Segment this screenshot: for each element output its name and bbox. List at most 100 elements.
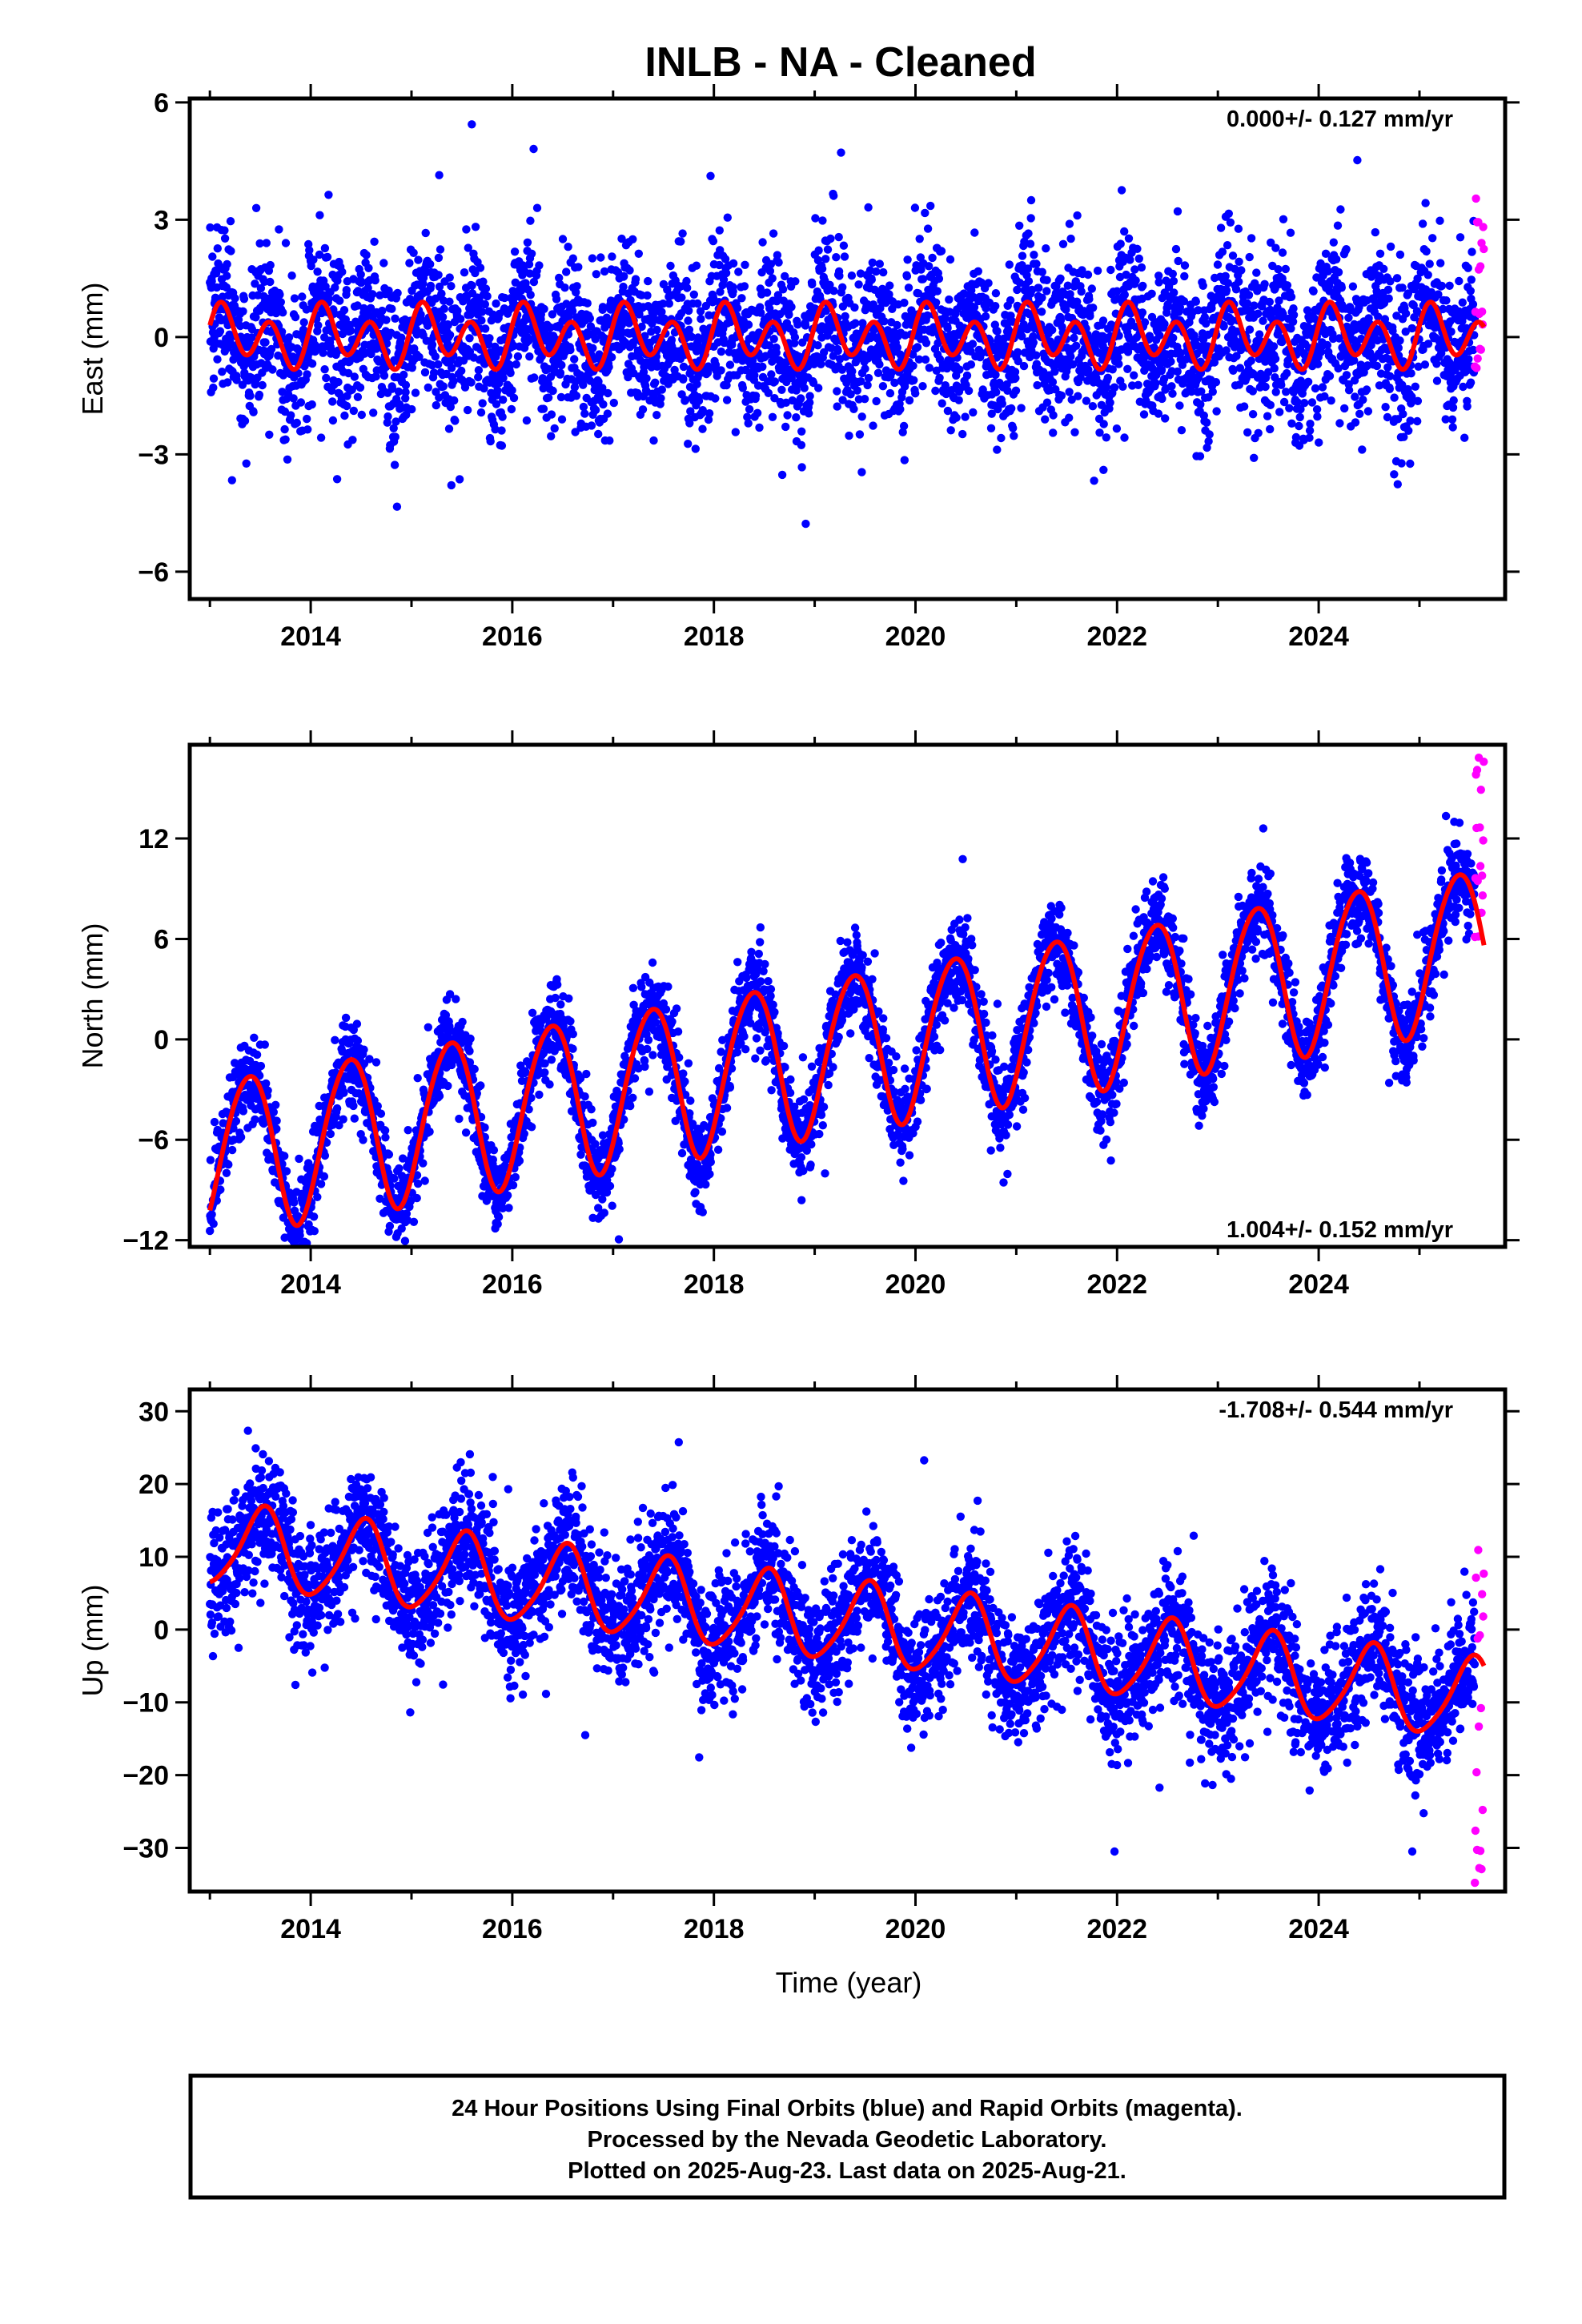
final-orbit-point [1050, 367, 1059, 376]
final-orbit-point [522, 416, 532, 425]
final-orbit-point [1278, 248, 1287, 257]
final-orbit-point [290, 294, 299, 303]
final-orbit-point [1116, 239, 1125, 248]
final-orbit-point [717, 366, 725, 375]
final-orbit-point [869, 421, 877, 430]
final-orbit-point [1455, 276, 1464, 286]
final-orbit-point [926, 201, 935, 211]
final-orbit-point [728, 340, 737, 349]
final-orbit-point [704, 362, 713, 371]
final-orbit-point [823, 245, 833, 254]
final-orbit-point [1318, 383, 1327, 392]
final-orbit-point [287, 271, 296, 280]
final-orbit-point [447, 364, 456, 372]
final-orbit-point [854, 280, 863, 289]
final-orbit-point [261, 338, 270, 347]
final-orbit-point [1271, 354, 1280, 364]
final-orbit-point [904, 283, 913, 292]
final-orbit-point [834, 232, 843, 242]
final-orbit-point [1057, 391, 1066, 400]
final-orbit-point [210, 1117, 219, 1127]
final-orbit-point [1456, 233, 1465, 242]
final-orbit-point [704, 415, 713, 424]
final-orbit-point [1315, 438, 1323, 447]
final-orbit-point [1275, 408, 1284, 416]
final-orbit-point [530, 373, 539, 382]
final-orbit-point [1114, 360, 1123, 368]
final-orbit-point [793, 320, 802, 329]
final-orbit-point [783, 411, 792, 420]
rapid-orbit-point [1476, 345, 1486, 354]
final-orbit-point [247, 333, 256, 342]
final-orbit-point [1131, 276, 1140, 285]
rapid-orbit-point [1478, 308, 1487, 316]
final-orbit-point [562, 267, 571, 276]
final-orbit-point [993, 445, 1002, 454]
final-orbit-point [706, 171, 715, 180]
final-orbit-point [467, 378, 476, 387]
final-orbit-point [1332, 255, 1341, 263]
final-orbit-point [1166, 357, 1175, 366]
final-orbit-point [681, 396, 690, 404]
final-orbit-point [838, 396, 847, 404]
final-orbit-point [449, 376, 458, 386]
final-orbit-point [1048, 325, 1057, 335]
final-orbit-point [408, 364, 416, 372]
final-orbit-point [332, 1104, 342, 1113]
final-orbit-point [841, 312, 849, 321]
final-orbit-point [1099, 420, 1108, 428]
final-orbit-point [765, 304, 774, 313]
final-orbit-point [1024, 276, 1034, 286]
final-orbit-point [1211, 378, 1221, 387]
final-orbit-point [1006, 296, 1015, 305]
final-orbit-point [1106, 265, 1115, 275]
final-orbit-point [236, 1132, 246, 1142]
final-orbit-point [1384, 294, 1393, 303]
final-orbit-point [773, 297, 781, 306]
final-orbit-point [339, 306, 349, 315]
final-orbit-point [1375, 249, 1385, 258]
final-orbit-point [1126, 255, 1134, 264]
final-orbit-point [275, 290, 284, 300]
final-orbit-point [1340, 404, 1349, 413]
final-orbit-point [426, 259, 435, 269]
final-orbit-point [1049, 428, 1058, 437]
final-orbit-point [315, 211, 324, 219]
final-orbit-point [826, 234, 835, 243]
final-orbit-point [838, 283, 847, 292]
final-orbit-point [958, 429, 967, 439]
final-orbit-point [391, 432, 400, 441]
final-orbit-point [289, 394, 298, 403]
final-orbit-point [1407, 369, 1415, 378]
final-orbit-point [359, 1136, 367, 1144]
final-orbit-point [1413, 396, 1423, 405]
final-orbit-point [596, 253, 605, 262]
final-orbit-point [1011, 386, 1021, 395]
final-orbit-point [383, 412, 392, 421]
final-orbit-point [1395, 336, 1404, 345]
final-orbit-point [387, 304, 396, 313]
final-orbit-point [397, 333, 406, 342]
final-orbit-point [1032, 351, 1041, 360]
final-orbit-point [1151, 379, 1160, 388]
final-orbit-point [1015, 221, 1024, 230]
final-orbit-point [721, 255, 730, 263]
final-orbit-point [1098, 316, 1108, 325]
final-orbit-point [1086, 312, 1094, 320]
final-orbit-point [770, 394, 779, 403]
final-orbit-point [1279, 215, 1288, 223]
final-orbit-point [765, 267, 775, 275]
final-orbit-point [861, 364, 869, 373]
final-orbit-point [1363, 407, 1373, 416]
final-orbit-point [1381, 403, 1390, 412]
final-orbit-point [962, 371, 972, 380]
final-orbit-point [722, 396, 732, 404]
final-orbit-point [319, 1172, 329, 1181]
final-orbit-point [471, 223, 480, 231]
final-orbit-point [321, 282, 330, 291]
final-orbit-point [292, 418, 301, 428]
final-orbit-point [309, 1212, 319, 1221]
final-orbit-point [609, 398, 618, 408]
final-orbit-point [991, 302, 1000, 311]
final-orbit-point [280, 424, 289, 434]
